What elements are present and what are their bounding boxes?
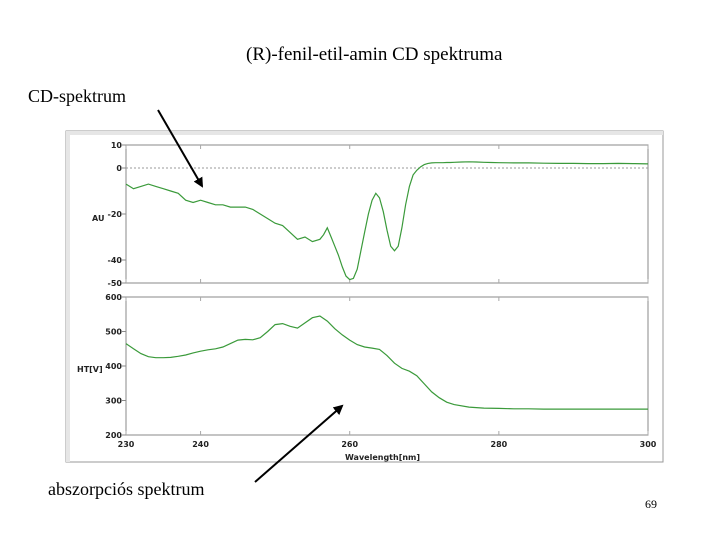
x-axis-ticks: 230 240 260 280 300 (118, 440, 657, 449)
cd-ytick-label-3: -40 (108, 256, 123, 265)
ht-ytick-label-4: 200 (105, 431, 122, 440)
cd-panel: 10 0 -20 -40 -50 AU (92, 141, 649, 288)
ht-ytick-label-0: 600 (105, 293, 122, 302)
cd-ytick-label-4: -50 (108, 279, 123, 288)
ht-ytick-label-2: 400 (105, 362, 122, 371)
cd-callout-arrow (157, 109, 204, 188)
slide-title: (R)-fenil-etil-amin CD spektruma (246, 44, 503, 65)
page-number: 69 (645, 497, 657, 511)
chart-window-left-edge (66, 131, 70, 462)
chart-window-top-edge (66, 131, 663, 135)
abs-callout-arrow (254, 404, 344, 483)
absorption-spectrum-line (125, 315, 648, 410)
ht-y-axis-label: HT[V] (77, 365, 103, 374)
cd-ytick-label-1: 0 (116, 164, 122, 173)
cd-spectrum-callout-label: CD-spektrum (28, 86, 126, 106)
x-tick-label-2: 260 (341, 440, 358, 449)
ht-grid (125, 297, 649, 435)
ht-ytick-label-3: 300 (105, 397, 122, 406)
x-tick-label-1: 240 (192, 440, 209, 449)
ht-y-ticks: 600 500 400 300 200 (105, 293, 126, 440)
cd-ytick-label-0: 10 (111, 141, 123, 150)
ht-panel: 600 500 400 300 200 HT[V] 230 240 260 280 300 Wa… (77, 293, 657, 462)
cd-ytick-label-2: -20 (108, 210, 123, 219)
ht-ytick-label-1: 500 (105, 328, 122, 337)
cd-y-ticks: 10 0 -20 -40 -50 (108, 141, 126, 288)
absorption-spectrum-callout-label: abszorpciós spektrum (48, 479, 205, 499)
x-tick-label-0: 230 (118, 440, 135, 449)
cd-spectrum-line (125, 161, 649, 281)
cd-y-axis-label: AU (92, 214, 104, 223)
x-tick-label-4: 300 (640, 440, 657, 449)
x-axis-label: Wavelength[nm] (345, 453, 420, 462)
x-tick-label-3: 280 (491, 440, 508, 449)
